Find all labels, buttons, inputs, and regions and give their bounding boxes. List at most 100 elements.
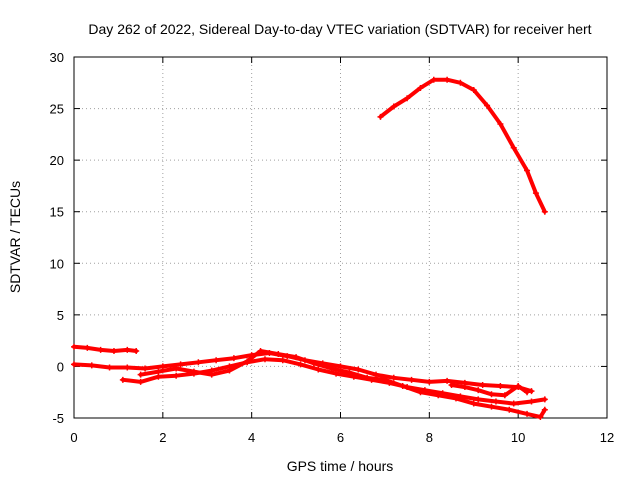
- data-point: [124, 364, 131, 371]
- data-point: [155, 373, 162, 380]
- data-point: [510, 144, 517, 151]
- x-tick-label: 8: [426, 430, 433, 445]
- data-point: [133, 347, 140, 354]
- data-point: [506, 406, 513, 413]
- data-point: [244, 358, 251, 365]
- data-point: [524, 167, 531, 174]
- data-point: [470, 87, 477, 94]
- series-line: [378, 77, 547, 214]
- y-tick-label: 5: [57, 308, 64, 323]
- data-point: [417, 84, 424, 91]
- data-point: [524, 389, 531, 396]
- data-point: [137, 378, 144, 385]
- data-point: [501, 392, 508, 399]
- y-tick-label: -5: [52, 411, 64, 426]
- data-point: [452, 395, 459, 402]
- data-point: [488, 403, 495, 410]
- data-point: [541, 396, 548, 403]
- axis-ticks: 0 2 4 6 8 10 12 -5 0 5 10 15 20 25 30: [50, 50, 615, 445]
- data-point: [426, 378, 433, 385]
- data-point: [479, 381, 486, 388]
- data-point: [119, 376, 126, 383]
- data-point: [532, 190, 539, 197]
- data-point: [110, 347, 117, 354]
- data-point: [475, 387, 482, 394]
- data-point: [159, 363, 166, 370]
- data-point: [510, 400, 517, 407]
- y-tick-label: 25: [50, 102, 64, 117]
- series-sat-e: [448, 381, 531, 399]
- data-point: [84, 344, 91, 351]
- x-tick-label: 2: [159, 430, 166, 445]
- data-point: [226, 367, 233, 374]
- y-tick-label: 0: [57, 359, 64, 374]
- data-point: [346, 369, 353, 376]
- data-point: [444, 377, 451, 384]
- data-point: [230, 355, 237, 362]
- data-point: [399, 383, 406, 390]
- data-point: [97, 346, 104, 353]
- data-point: [430, 76, 437, 83]
- data-point: [315, 366, 322, 373]
- data-point: [173, 372, 180, 379]
- data-point: [71, 343, 77, 350]
- data-point: [408, 376, 415, 383]
- data-point: [310, 360, 317, 367]
- data-point: [515, 383, 522, 390]
- x-tick-label: 12: [600, 430, 614, 445]
- data-point: [528, 398, 535, 405]
- data-point: [293, 354, 300, 361]
- chart-title: Day 262 of 2022, Sidereal Day-to-day VTE…: [88, 21, 591, 37]
- data-point: [461, 384, 468, 391]
- data-point: [497, 383, 504, 390]
- data-point: [435, 392, 442, 399]
- data-point: [355, 366, 362, 373]
- data-point: [457, 79, 464, 86]
- x-tick-label: 0: [70, 430, 77, 445]
- x-tick-label: 4: [248, 430, 255, 445]
- data-point: [373, 371, 380, 378]
- series-sat-f: [377, 76, 548, 215]
- data-point: [381, 376, 388, 383]
- data-point: [475, 396, 482, 403]
- data-point: [492, 398, 499, 405]
- data-point: [257, 347, 264, 354]
- data-point: [470, 400, 477, 407]
- data-point: [524, 410, 531, 417]
- data-point: [88, 362, 95, 369]
- data-point: [71, 361, 77, 368]
- data-point: [390, 374, 397, 381]
- data-point: [364, 374, 371, 381]
- data-point: [173, 365, 180, 372]
- data-point: [190, 368, 197, 375]
- data-point: [537, 413, 544, 420]
- y-tick-label: 10: [50, 256, 64, 271]
- data-point: [177, 361, 184, 368]
- data-point: [275, 351, 282, 358]
- series-sat-a: [71, 343, 140, 354]
- data-point: [541, 406, 548, 413]
- data-point: [488, 391, 495, 398]
- x-axis-label: GPS time / hours: [287, 458, 394, 474]
- data-point: [444, 76, 451, 83]
- data-point: [541, 208, 548, 215]
- data-point: [195, 359, 202, 366]
- data-series: [71, 76, 548, 420]
- data-point: [213, 357, 220, 364]
- y-axis-label: SDTVAR / TECUs: [7, 181, 23, 293]
- data-point: [328, 365, 335, 372]
- x-tick-label: 10: [511, 430, 525, 445]
- y-tick-label: 30: [50, 50, 64, 65]
- data-point: [448, 381, 455, 388]
- data-point: [261, 356, 268, 363]
- data-point: [377, 113, 384, 120]
- y-tick-label: 15: [50, 205, 64, 220]
- data-point: [337, 363, 344, 370]
- data-point: [106, 364, 113, 371]
- data-point: [528, 388, 535, 395]
- data-point: [417, 389, 424, 396]
- data-point: [142, 365, 149, 372]
- series-sat-d: [137, 347, 548, 420]
- data-point: [137, 371, 144, 378]
- data-point: [155, 368, 162, 375]
